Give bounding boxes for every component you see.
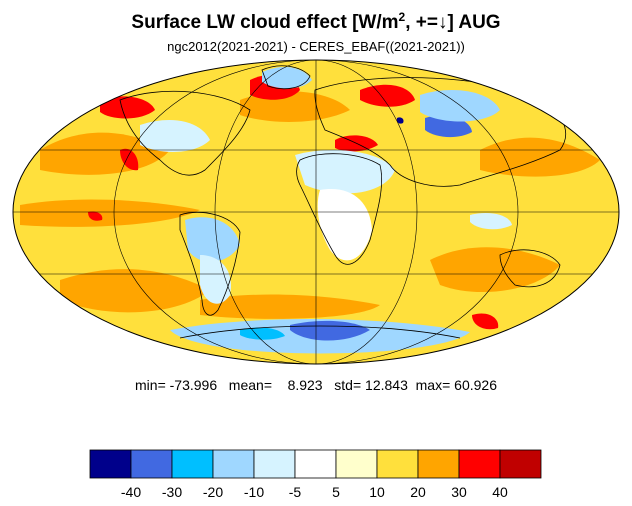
- colorbar-swatch: [89, 449, 132, 479]
- caspian-low: [396, 117, 404, 124]
- south-pacific-high: [88, 211, 103, 221]
- anomaly-patch: [200, 294, 380, 319]
- indonesia-low: [470, 213, 512, 230]
- anomaly-field: [13, 60, 619, 364]
- colorbar-swatch: [212, 449, 255, 479]
- colorbar-swatch: [294, 449, 337, 479]
- anomaly-patch: [430, 247, 560, 293]
- antarctica-core-low: [240, 327, 285, 340]
- coastline-australia: [499, 249, 561, 288]
- meridians: [113, 60, 519, 364]
- south-america-low: [200, 255, 231, 304]
- coastline-greenland: [261, 65, 311, 90]
- anomaly-patch: [20, 199, 200, 227]
- coastline-eurasia: [314, 77, 566, 187]
- colorbar-tick-label: 5: [332, 484, 340, 500]
- colorbar-swatch: [130, 449, 173, 479]
- colorbar-swatch: [335, 449, 378, 479]
- colorbar-swatch: [499, 449, 542, 479]
- west-coast-high: [120, 148, 139, 171]
- colorbar-swatch: [171, 449, 214, 479]
- north-america-low: [140, 120, 210, 152]
- colorbar-swatch: [458, 449, 501, 479]
- colorbar-tick-label: -10: [244, 484, 264, 500]
- colorbar-tick-label: 20: [410, 484, 426, 500]
- sahara-low: [295, 150, 395, 194]
- anomaly-patch: [60, 269, 210, 313]
- africa-low: [317, 189, 372, 261]
- asia-high: [360, 84, 415, 107]
- statistics-line: min= -73.996 mean= 8.923 std= 12.843 max…: [135, 377, 497, 393]
- colorbar-swatch: [376, 449, 419, 479]
- coastline-africa: [296, 153, 383, 265]
- plot-title: Surface LW cloud effect [W/m2, +=↓] AUG: [131, 10, 500, 33]
- greenland-low: [262, 66, 312, 89]
- mollweide-map: [12, 59, 620, 365]
- colorbar-tick-label: -30: [162, 484, 182, 500]
- coastlines: [119, 65, 566, 339]
- east-pacific-high: [472, 313, 499, 330]
- colorbar-swatch: [417, 449, 460, 479]
- colorbar-tick-label: -20: [203, 484, 223, 500]
- colorbar: -40 -30 -20 -10 -5 5 10 20 30 40: [89, 449, 542, 500]
- colorbar-tick-label: -40: [121, 484, 141, 500]
- colorbar-tick-label: 10: [369, 484, 385, 500]
- coastline-antarctica: [179, 325, 461, 339]
- plot-subtitle: ngc2012(2021-2021) - CERES_EBAF((2021-20…: [167, 39, 465, 54]
- north-pacific-high: [100, 96, 155, 119]
- meridian-line: [214, 60, 418, 364]
- colorbar-tick-label: 40: [492, 484, 508, 500]
- coastline-south-america: [179, 211, 241, 316]
- map-border: [12, 59, 620, 365]
- amazon-low: [185, 217, 240, 262]
- coastline-north-america: [119, 90, 251, 176]
- colorbar-tick-label: 30: [451, 484, 467, 500]
- colorbar-swatch: [253, 449, 296, 479]
- anomaly-patch: [480, 137, 600, 177]
- meridian-line: [113, 60, 519, 364]
- colorbar-tick-label: -5: [289, 484, 302, 500]
